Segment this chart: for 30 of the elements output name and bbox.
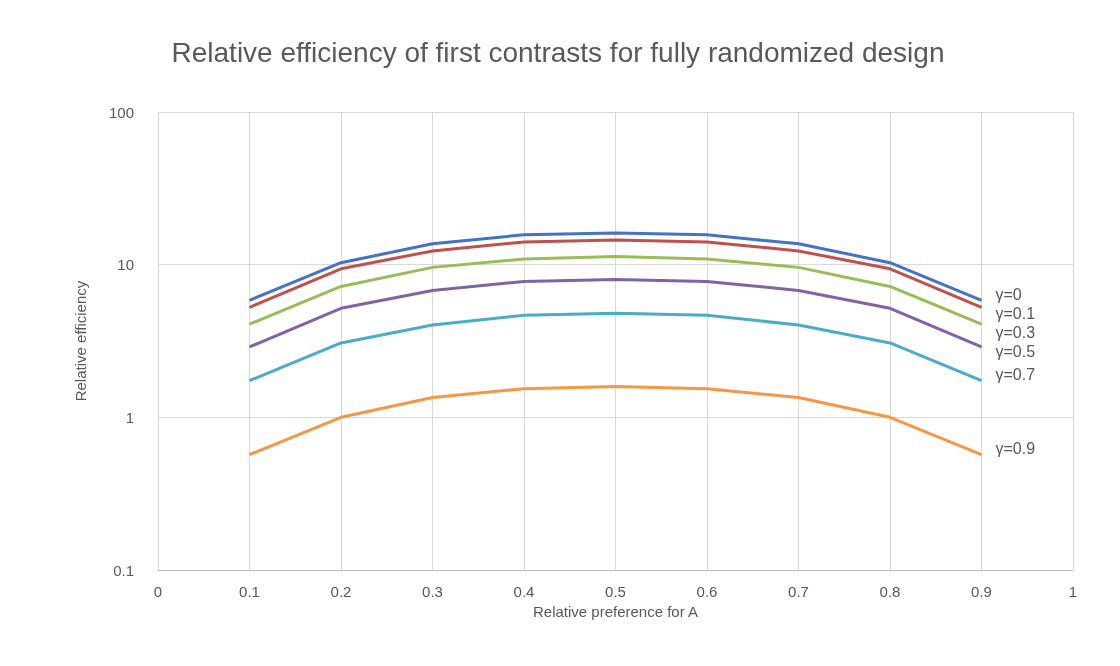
x-tick-label: 0.3 — [422, 583, 443, 600]
series-label: γ=0.1 — [995, 304, 1036, 322]
x-tick-label: 0.9 — [971, 583, 992, 600]
x-tick-label: 0 — [153, 583, 163, 600]
line-series — [248, 238, 983, 309]
series-label: γ=0 — [995, 285, 1022, 303]
line-series — [248, 231, 983, 302]
line-series — [248, 311, 983, 383]
x-tick-label: 0.7 — [788, 583, 809, 600]
y-axis-title: Relative efficiency — [72, 280, 89, 402]
x-tick-label: 0.6 — [696, 583, 718, 600]
x-tick-label: 0.2 — [330, 583, 352, 600]
y-tick-label: 10 — [117, 256, 134, 274]
line-series — [248, 385, 983, 457]
y-tick-label: 1 — [125, 408, 134, 426]
series-label: γ=0.5 — [995, 342, 1036, 360]
chart-title: Relative efficiency of first contrasts for fully randomized design — [171, 36, 945, 68]
x-tick-label: 0.4 — [513, 583, 535, 600]
x-tick-label: 0.5 — [605, 583, 626, 600]
series-label: γ=0.7 — [995, 366, 1036, 384]
x-tick-label: 0.8 — [879, 583, 901, 600]
x-axis-title: Relative preference for A — [532, 603, 699, 620]
x-tick-label: 0.1 — [239, 583, 260, 600]
x-tick-label: 1 — [1068, 583, 1078, 600]
line-series — [248, 255, 983, 326]
y-tick-label: 100 — [108, 103, 134, 121]
series-label: γ=0.9 — [995, 440, 1036, 458]
line-series — [248, 277, 983, 349]
series-label: γ=0.3 — [995, 323, 1036, 341]
y-tick-label: 0.1 — [113, 561, 134, 579]
